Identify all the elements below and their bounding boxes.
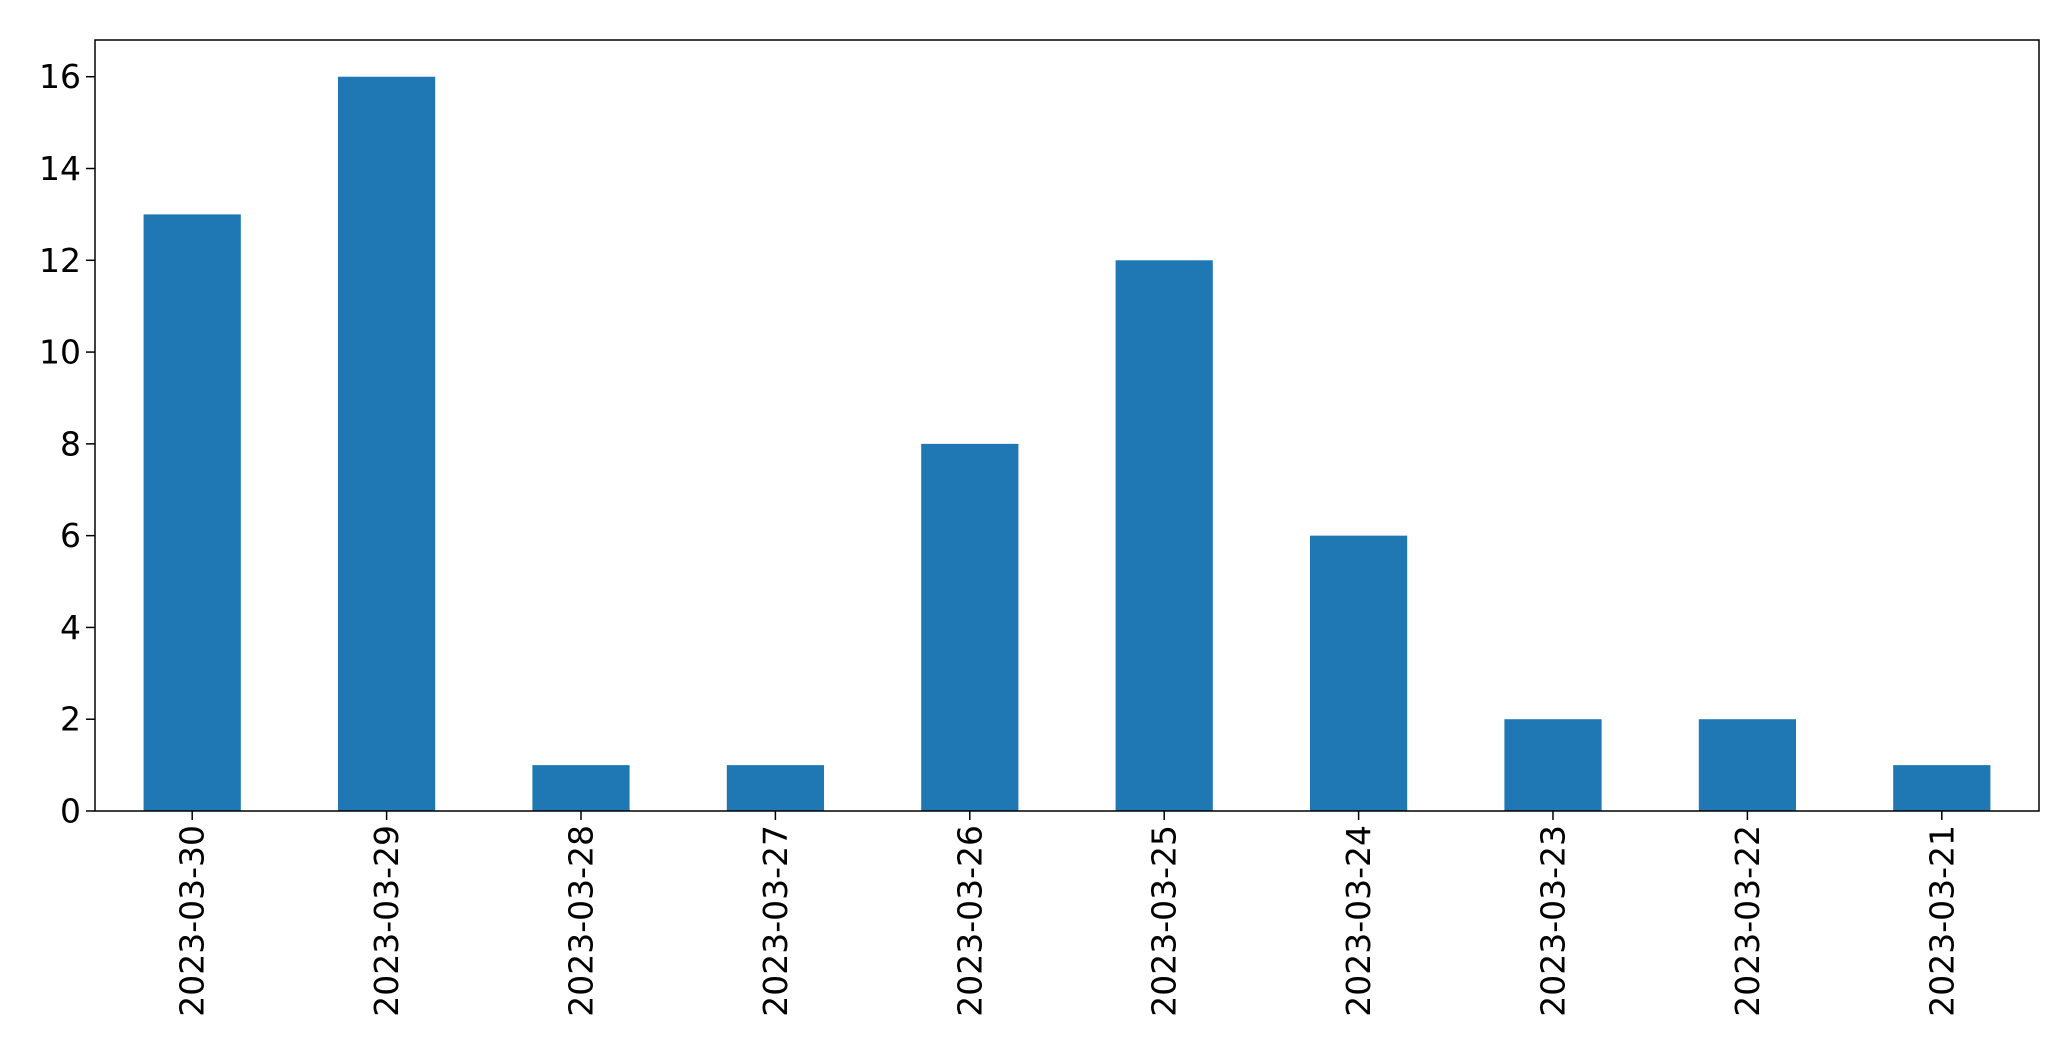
bar-2023-03-24 — [1310, 535, 1408, 811]
bar-2023-03-29 — [338, 76, 436, 811]
x-tick-label: 2023-03-29 — [367, 825, 406, 1017]
x-tick-label: 2023-03-21 — [1922, 825, 1961, 1017]
bar-2023-03-26 — [921, 443, 1019, 811]
x-axis: 2023-03-30 2023-03-29 2023-03-28 2023-03-27… — [173, 811, 1961, 1017]
bar-2023-03-23 — [1504, 719, 1602, 811]
x-tick-label: 2023-03-27 — [756, 825, 795, 1017]
x-tick-label: 2023-03-22 — [1728, 825, 1767, 1017]
bar-2023-03-30 — [143, 214, 241, 811]
y-tick-label: 4 — [60, 608, 81, 647]
x-tick-label: 2023-03-23 — [1534, 825, 1573, 1017]
y-tick-label: 0 — [60, 792, 81, 831]
bar-2023-03-27 — [726, 765, 824, 811]
bars-group — [143, 76, 1991, 811]
y-axis: 0 2 4 6 8 10 12 14 16 — [39, 57, 95, 831]
y-tick-label: 10 — [39, 333, 81, 372]
y-tick-label: 2 — [60, 700, 81, 739]
x-tick-label: 2023-03-30 — [173, 825, 212, 1017]
y-tick-label: 6 — [60, 516, 81, 555]
bar-2023-03-25 — [1115, 260, 1213, 811]
bar-2023-03-22 — [1698, 719, 1796, 811]
x-tick-label: 2023-03-28 — [562, 825, 601, 1017]
x-tick-label: 2023-03-24 — [1339, 825, 1378, 1017]
x-tick-label: 2023-03-25 — [1145, 825, 1184, 1017]
x-tick-label: 2023-03-26 — [950, 825, 989, 1017]
y-tick-label: 16 — [39, 57, 81, 96]
y-tick-label: 12 — [39, 241, 81, 280]
y-tick-label: 14 — [39, 149, 81, 188]
plot-frame — [94, 39, 2040, 812]
bar-2023-03-28 — [532, 765, 630, 811]
y-tick-label: 8 — [60, 424, 81, 463]
bar-2023-03-21 — [1893, 765, 1991, 811]
